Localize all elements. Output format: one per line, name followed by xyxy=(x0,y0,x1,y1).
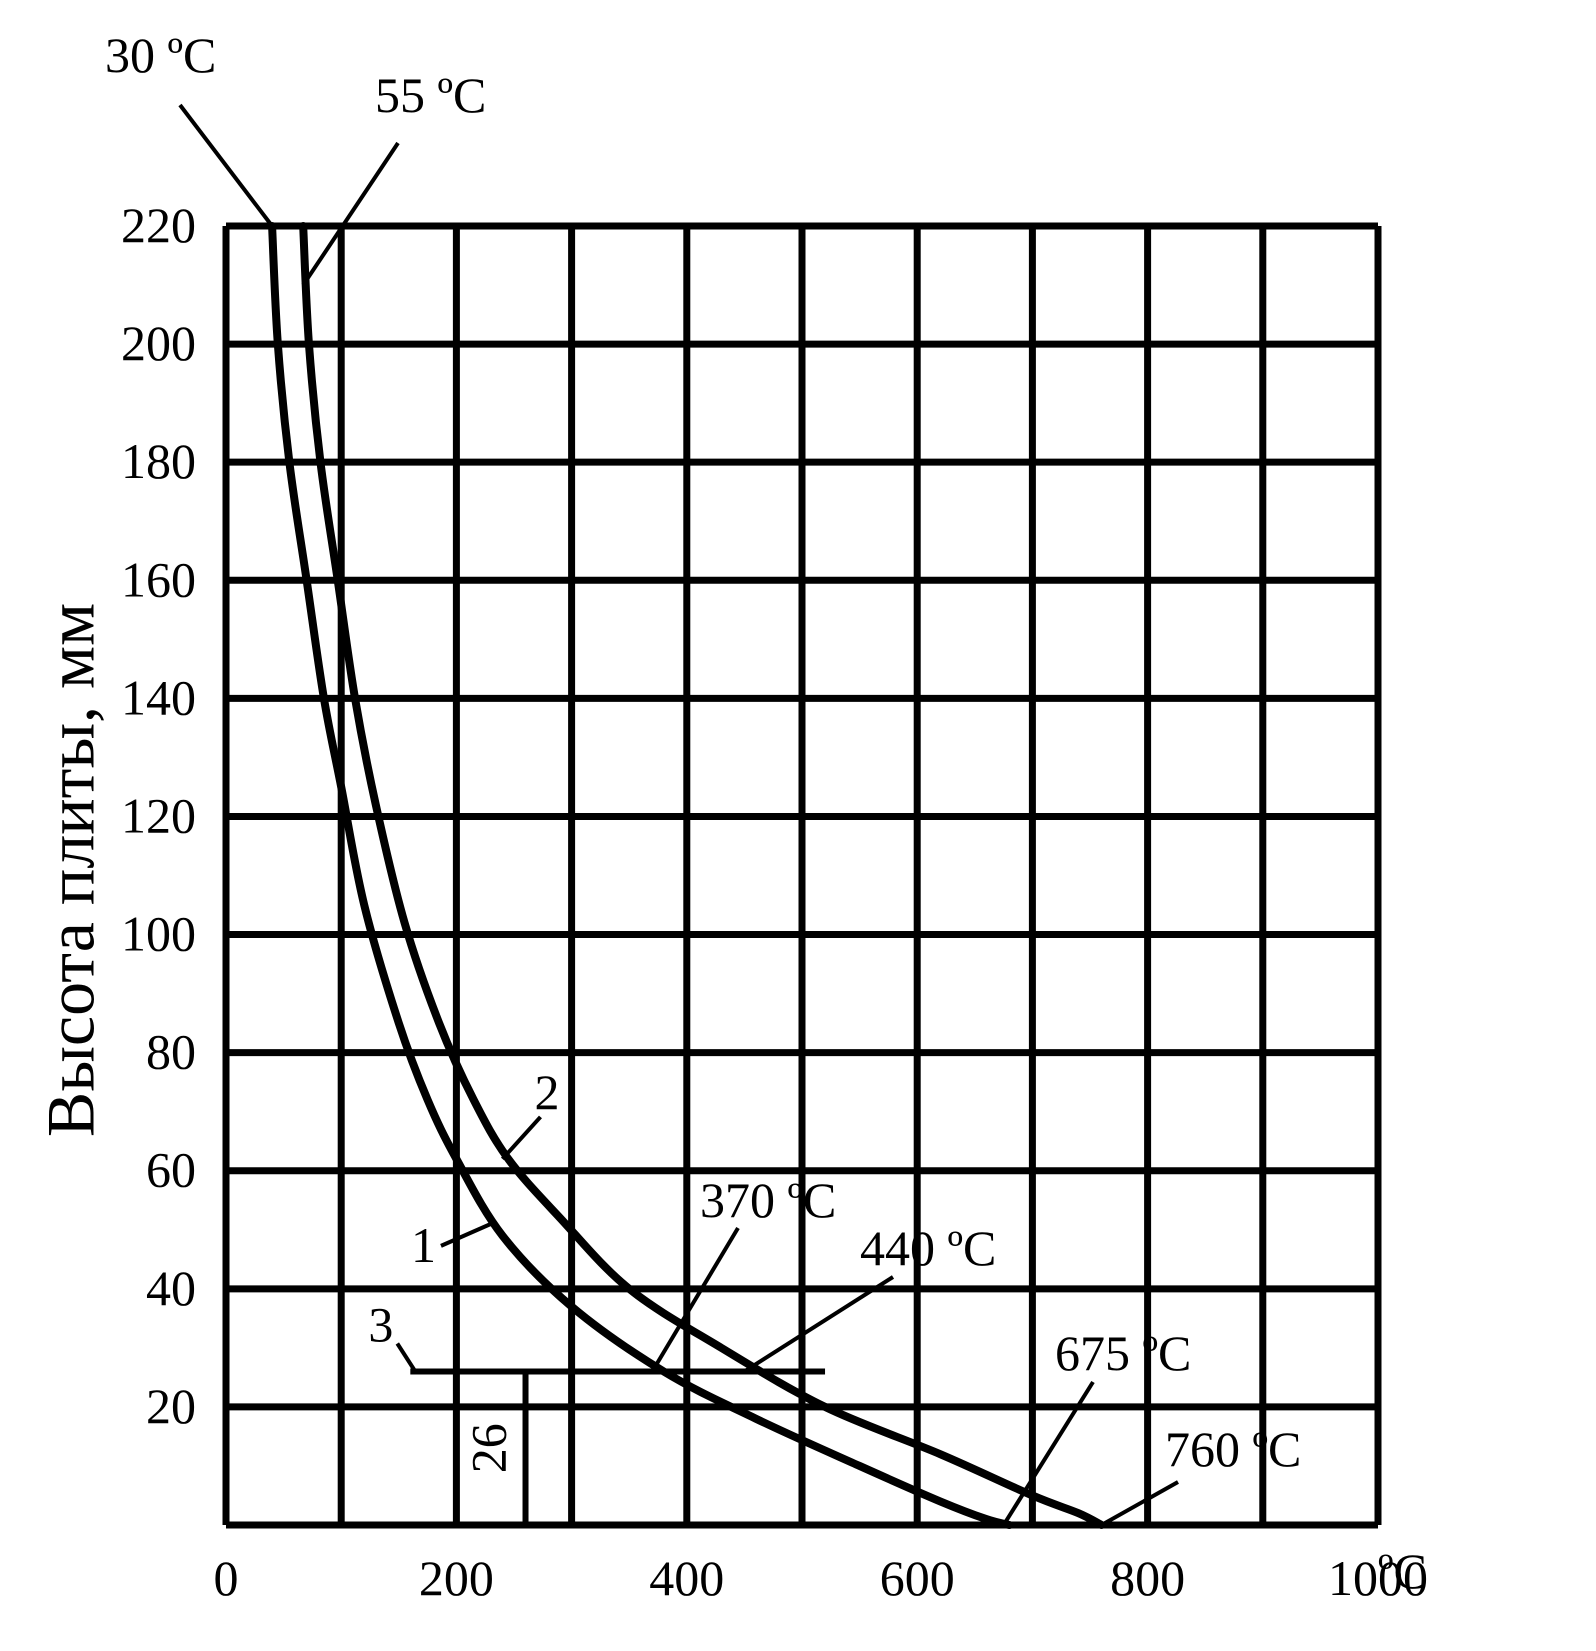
labels: 0 200 400 600 800 1000 20 40 60 80 100 120 140 160 180… xyxy=(105,27,1428,1606)
y-tick-label: 20 xyxy=(146,1378,196,1434)
x-tick-label: 1000 xyxy=(1328,1550,1428,1606)
annotation-label: 675 ºС xyxy=(1055,1325,1191,1381)
y-tick-label: 220 xyxy=(121,197,196,253)
y-axis-label: Высота плиты, мм xyxy=(33,603,109,1137)
x-tick-label: 800 xyxy=(1110,1550,1185,1606)
annotation-leader xyxy=(1001,1380,1095,1527)
y-tick-label: 60 xyxy=(146,1142,196,1198)
annotation-leader xyxy=(650,1226,740,1373)
y-tick-label: 200 xyxy=(121,315,196,371)
y-tick-label: 100 xyxy=(121,906,196,962)
annotation-label: 55 ºС xyxy=(375,67,486,123)
x-tick-label: 200 xyxy=(419,1550,494,1606)
series-line-1 xyxy=(268,222,1014,1529)
annotation-label: 440 ºС xyxy=(860,1220,996,1276)
y-tick-label: 120 xyxy=(121,787,196,843)
x-tick-label: 600 xyxy=(880,1550,955,1606)
x-tick-label: 400 xyxy=(649,1550,724,1606)
x-tick-label: 0 xyxy=(214,1550,239,1606)
y-tick-label: 80 xyxy=(146,1024,196,1080)
series-label-1: 1 xyxy=(411,1217,436,1273)
annotation-leader xyxy=(301,141,400,287)
series-line-2 xyxy=(299,222,1106,1529)
y-tick-label: 40 xyxy=(146,1260,196,1316)
annotation-label: 760 ºС xyxy=(1165,1421,1301,1477)
annotation-label: 370 ºС xyxy=(700,1172,836,1228)
annotation-leader xyxy=(1100,1480,1179,1527)
grid xyxy=(222,222,1382,1529)
height-marker-label: 26 xyxy=(461,1423,517,1473)
y-tick-label: 180 xyxy=(121,433,196,489)
series-3-leader xyxy=(395,1342,418,1373)
y-tick-label: 140 xyxy=(121,669,196,725)
annotation-leader xyxy=(178,103,274,228)
y-tick-label: 160 xyxy=(121,551,196,607)
annotation-label: 30 ºС xyxy=(105,27,216,83)
annotation-leaders xyxy=(178,103,1179,1527)
series-2-leader xyxy=(500,1115,542,1161)
series-label-2: 2 xyxy=(534,1064,559,1120)
series-label-3: 3 xyxy=(368,1296,393,1352)
curves xyxy=(268,222,1106,1529)
x-axis-unit-label: ºС xyxy=(1378,1543,1427,1599)
series-1-leader xyxy=(440,1222,492,1248)
annotation-leader xyxy=(743,1275,895,1374)
